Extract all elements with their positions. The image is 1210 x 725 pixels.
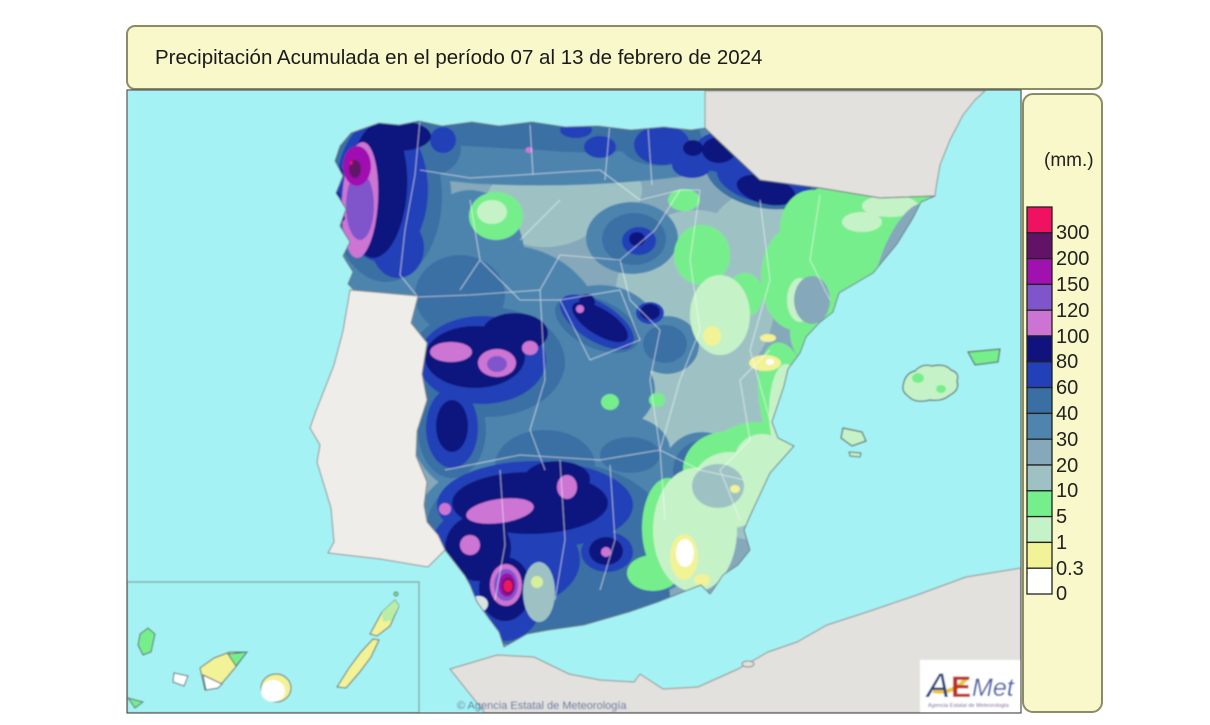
svg-text:200: 200: [1056, 248, 1089, 270]
svg-text:Agencia Estatal de Meteorologí: Agencia Estatal de Meteorología: [928, 703, 1010, 709]
svg-text:E: E: [951, 671, 971, 704]
svg-text:Precipitación Acumulada en el: Precipitación Acumulada en el período 07…: [155, 46, 762, 69]
svg-text:0: 0: [1056, 583, 1067, 605]
svg-text:(mm.): (mm.): [1044, 150, 1094, 171]
svg-text:150: 150: [1056, 274, 1089, 296]
svg-text:40: 40: [1056, 403, 1078, 425]
svg-text:1: 1: [1056, 532, 1067, 554]
svg-text:Met: Met: [972, 674, 1015, 702]
svg-text:300: 300: [1056, 222, 1089, 244]
svg-text:80: 80: [1056, 351, 1078, 373]
svg-text:20: 20: [1056, 455, 1078, 477]
svg-text:30: 30: [1056, 429, 1078, 451]
svg-text:100: 100: [1056, 326, 1089, 348]
svg-text:0.3: 0.3: [1056, 558, 1084, 580]
svg-text:© Agencia Estatal de Meteorolo: © Agencia Estatal de Meteorología: [457, 700, 627, 712]
svg-text:10: 10: [1056, 480, 1078, 502]
svg-text:120: 120: [1056, 300, 1089, 322]
svg-text:60: 60: [1056, 377, 1078, 399]
svg-text:A: A: [925, 667, 950, 705]
svg-text:5: 5: [1056, 506, 1067, 528]
